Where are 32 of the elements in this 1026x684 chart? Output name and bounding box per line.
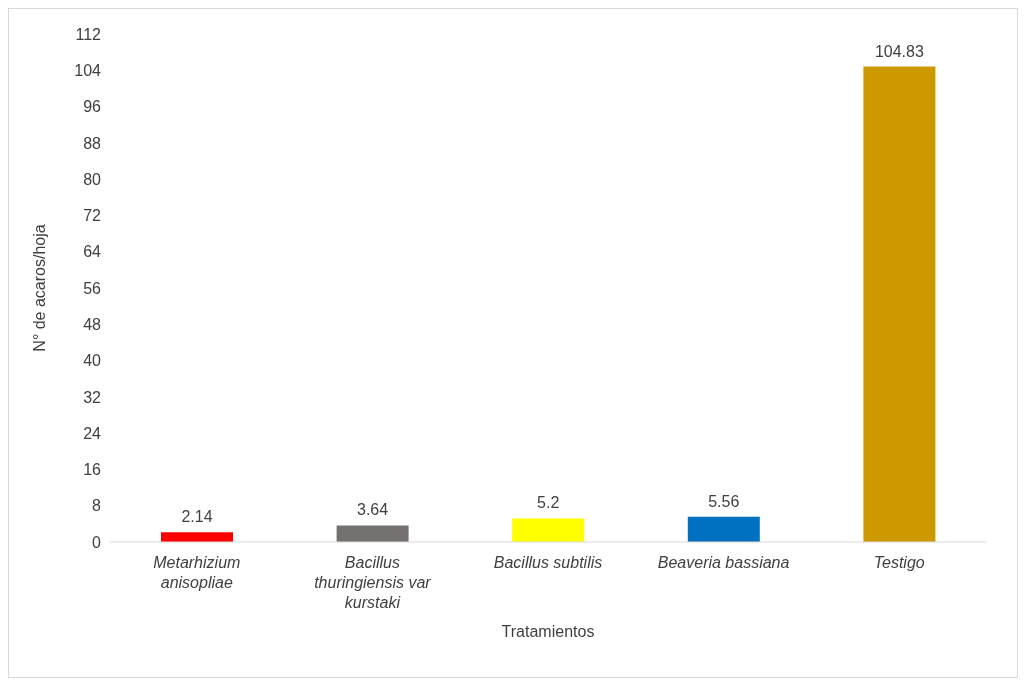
- bar: [687, 516, 760, 542]
- y-tick-label: 112: [75, 25, 102, 43]
- data-label: 104.83: [874, 42, 924, 60]
- y-tick-label: 32: [83, 388, 102, 406]
- x-tick-label: Metarhizium anisopliae: [153, 554, 241, 591]
- y-tick-label: 104: [74, 61, 102, 79]
- y-tick-label: 64: [83, 243, 102, 261]
- y-tick-label: 8: [92, 497, 102, 515]
- data-label: 5.2: [537, 494, 560, 512]
- x-tick-label: Bacillus thuringiensis var kurstaki: [314, 554, 432, 611]
- y-tick-label: 80: [83, 170, 102, 188]
- x-tick-label: Bacillus subtilis: [493, 554, 603, 571]
- x-tick-label: Testigo: [873, 554, 925, 571]
- data-label: 5.56: [708, 492, 740, 510]
- y-tick-label: 16: [83, 461, 102, 479]
- bar: [161, 532, 233, 542]
- y-tick-label: 56: [83, 279, 102, 297]
- bar: [512, 518, 585, 542]
- y-tick-label: 88: [83, 134, 102, 152]
- bar: [863, 66, 936, 542]
- x-tick-label: Beaveria bassiana: [657, 554, 790, 571]
- y-tick-label: 40: [83, 352, 102, 370]
- y-tick-label: 72: [83, 207, 102, 225]
- y-axis-title: N° de acaros/hoja: [30, 224, 48, 352]
- data-label: 3.64: [357, 501, 389, 519]
- y-tick-label: 96: [83, 98, 102, 116]
- x-axis-title: Tratamientos: [501, 623, 595, 640]
- y-tick-label: 24: [83, 424, 102, 442]
- y-tick-label: 48: [83, 315, 102, 333]
- y-tick-label: 0: [92, 533, 102, 551]
- bar: [336, 525, 409, 542]
- data-label: 2.14: [181, 508, 213, 526]
